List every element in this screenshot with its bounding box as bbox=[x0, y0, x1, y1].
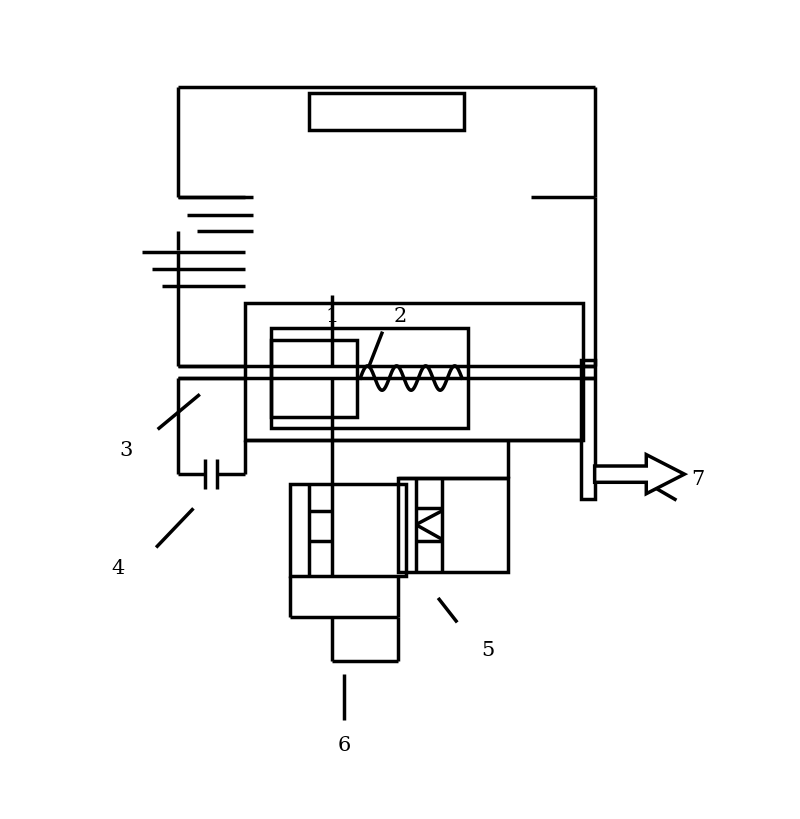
Text: 2: 2 bbox=[394, 306, 406, 325]
Bar bbox=[581, 360, 595, 499]
Bar bbox=[309, 94, 463, 131]
Text: 5: 5 bbox=[481, 640, 494, 659]
Text: 4: 4 bbox=[111, 559, 125, 577]
Bar bbox=[271, 341, 357, 418]
Bar bbox=[398, 478, 508, 572]
Text: 3: 3 bbox=[119, 441, 133, 459]
Text: 7: 7 bbox=[691, 469, 705, 488]
Text: 1: 1 bbox=[326, 306, 339, 325]
Text: 6: 6 bbox=[338, 735, 351, 754]
Polygon shape bbox=[594, 455, 685, 494]
Bar bbox=[271, 329, 468, 428]
Bar bbox=[290, 484, 406, 577]
Bar bbox=[245, 304, 582, 441]
